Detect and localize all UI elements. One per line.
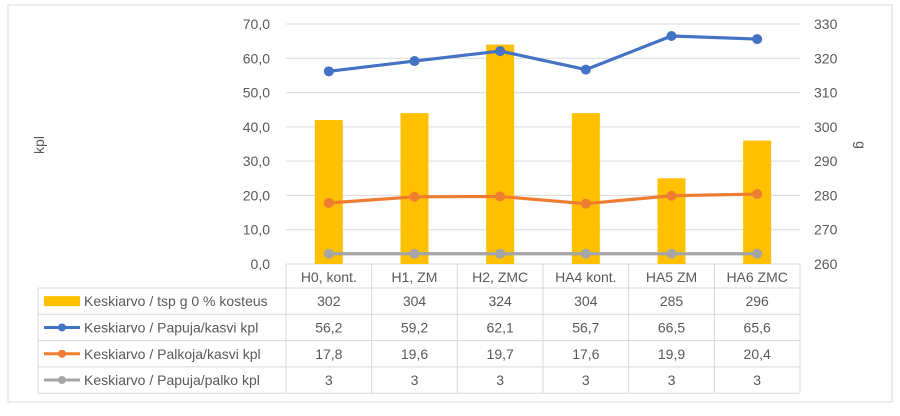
line-point	[752, 189, 763, 200]
line-point	[580, 248, 591, 259]
line-point	[323, 197, 334, 208]
y-tick-right: 260	[814, 256, 838, 272]
line-point	[666, 248, 677, 259]
line-point	[409, 191, 420, 202]
y-axis-right-title: g	[853, 141, 869, 149]
data-label: 66,5	[658, 319, 685, 335]
category-label: H0, kont.	[301, 269, 357, 285]
y-tick-left: 50,0	[243, 85, 270, 101]
data-label: 56,2	[315, 319, 342, 335]
y-tick-left: 60,0	[243, 50, 270, 66]
data-label: 3	[496, 372, 504, 388]
line-point	[495, 191, 506, 202]
y-axis-left-title: kpl	[31, 136, 47, 154]
y-tick-right: 330	[814, 16, 838, 32]
legend-label: Keskiarvo / Papuja/palko kpl	[84, 372, 260, 388]
legend-label: Keskiarvo / Papuja/kasvi kpl	[84, 319, 258, 335]
category-label: H2, ZMC	[472, 269, 528, 285]
data-label: 304	[574, 293, 598, 309]
legend-key-marker	[58, 323, 66, 332]
line-point	[409, 56, 420, 67]
data-label: 19,9	[658, 346, 685, 362]
y-tick-left: 10,0	[243, 222, 270, 238]
line-point	[666, 31, 677, 41]
y-tick-left: 70,0	[243, 16, 270, 32]
y-tick-left: 30,0	[243, 153, 270, 169]
data-label: 324	[488, 293, 512, 309]
data-label: 302	[317, 293, 341, 309]
y-tick-left: 0,0	[251, 256, 271, 272]
data-label: 20,4	[744, 346, 771, 362]
y-tick-right: 280	[814, 187, 838, 203]
line-point	[580, 64, 591, 75]
y-tick-left: 40,0	[243, 119, 270, 135]
category-label: HA4 kont.	[555, 269, 616, 285]
data-label: 56,7	[572, 319, 599, 335]
category-label: HA6 ZMC	[726, 269, 787, 285]
data-label: 296	[745, 293, 769, 309]
line-point	[323, 248, 334, 259]
data-label: 19,6	[401, 346, 428, 362]
bar	[571, 113, 600, 265]
data-label: 304	[403, 293, 427, 309]
legend-key-marker	[58, 349, 66, 358]
line-point	[666, 190, 677, 201]
bar	[400, 113, 429, 265]
y-tick-right: 310	[814, 85, 838, 101]
data-label: 3	[753, 372, 761, 388]
legend-key-marker	[58, 376, 66, 385]
line-point	[752, 248, 763, 259]
bar	[486, 44, 515, 265]
line-point	[409, 248, 420, 259]
legend-label: Keskiarvo / Palkoja/kasvi kpl	[84, 346, 261, 362]
data-label: 65,6	[744, 319, 771, 335]
data-label: 3	[582, 372, 590, 388]
category-label: HA5 ZM	[646, 269, 697, 285]
data-label: 59,2	[401, 319, 428, 335]
line-point	[752, 34, 763, 45]
y-tick-right: 300	[814, 119, 838, 135]
line-point	[580, 198, 591, 209]
data-label: 285	[660, 293, 684, 309]
series-line	[328, 34, 758, 73]
data-label: 17,8	[315, 346, 342, 362]
legend-label: Keskiarvo / tsp g 0 % kosteus	[84, 293, 268, 309]
line-point	[495, 248, 506, 259]
y-tick-right: 320	[814, 50, 838, 66]
legend-key-bar	[44, 296, 80, 307]
data-label: 19,7	[487, 346, 514, 362]
data-label: 3	[668, 372, 676, 388]
bar	[314, 120, 343, 264]
data-label: 3	[325, 372, 333, 388]
line-point	[495, 46, 506, 57]
series-line	[328, 192, 758, 206]
y-tick-left: 20,0	[243, 187, 270, 203]
data-label: 62,1	[487, 319, 514, 335]
y-tick-right: 290	[814, 153, 838, 169]
data-label: 3	[411, 372, 419, 388]
bar	[743, 140, 772, 264]
category-label: H1, ZM	[392, 269, 438, 285]
data-label: 17,6	[572, 346, 599, 362]
line-point	[323, 66, 334, 77]
y-tick-right: 270	[814, 222, 838, 238]
